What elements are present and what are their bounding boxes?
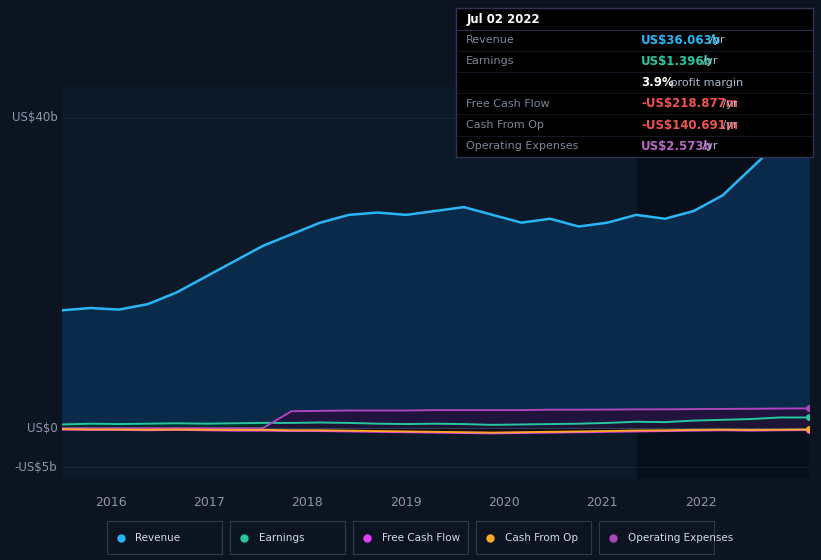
Bar [636,87,821,479]
Text: 2017: 2017 [193,496,225,508]
Text: US$1.396b: US$1.396b [641,55,713,68]
Text: Free Cash Flow: Free Cash Flow [466,99,550,109]
Text: /yr: /yr [699,141,718,151]
Text: -US$140.691m: -US$140.691m [641,119,738,132]
Text: Jul 02 2022: Jul 02 2022 [466,12,540,26]
Text: Operating Expenses: Operating Expenses [466,141,579,151]
Text: Revenue: Revenue [466,35,515,45]
Text: Earnings: Earnings [259,533,304,543]
Text: 2018: 2018 [291,496,323,508]
Text: 2020: 2020 [488,496,520,508]
Text: 2021: 2021 [586,496,618,508]
Text: -US$5b: -US$5b [15,461,57,474]
Text: Earnings: Earnings [466,57,515,67]
Text: profit margin: profit margin [667,78,743,87]
Text: 2016: 2016 [95,496,126,508]
Text: US$36.063b: US$36.063b [641,34,722,46]
Text: US$2.573b: US$2.573b [641,139,713,153]
Text: US$40b: US$40b [11,111,57,124]
Text: -US$218.877m: -US$218.877m [641,97,738,110]
Text: /yr: /yr [699,57,718,67]
Text: /yr: /yr [718,120,737,130]
Text: Free Cash Flow: Free Cash Flow [382,533,460,543]
Text: /yr: /yr [706,35,724,45]
Text: Revenue: Revenue [135,533,181,543]
Text: Operating Expenses: Operating Expenses [628,533,733,543]
Text: 3.9%: 3.9% [641,76,674,89]
Text: US$0: US$0 [27,422,57,435]
Text: 2019: 2019 [390,496,421,508]
Text: /yr: /yr [718,99,737,109]
Text: Cash From Op: Cash From Op [466,120,544,130]
Text: Cash From Op: Cash From Op [505,533,578,543]
Text: 2022: 2022 [685,496,717,508]
